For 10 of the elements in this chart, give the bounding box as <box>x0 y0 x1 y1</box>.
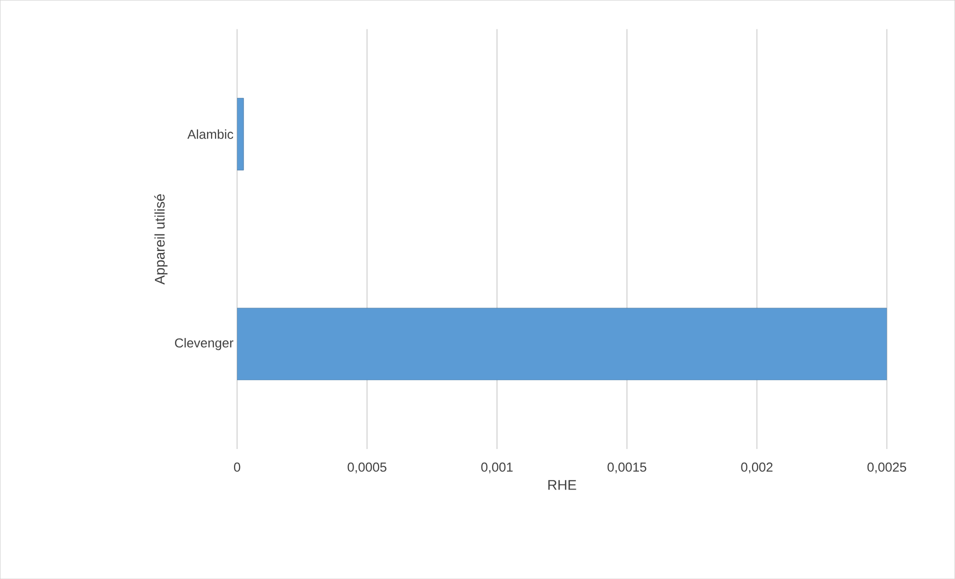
x-axis-title: RHE <box>548 480 576 490</box>
x-tick-label: 0,0015 <box>608 462 646 474</box>
x-tick-label: 0,002 <box>741 462 772 474</box>
y-tick-label: Alambic <box>187 129 234 139</box>
y-axis-title: Appareil utilisé <box>154 194 168 284</box>
x-tick-label: 0,001 <box>481 462 513 474</box>
y-tick-label: Clevenger <box>175 338 234 350</box>
x-tick-label: 0,0005 <box>348 462 386 474</box>
x-tick-label: 0,0025 <box>867 462 906 474</box>
x-tick-label: 0 <box>234 462 240 472</box>
